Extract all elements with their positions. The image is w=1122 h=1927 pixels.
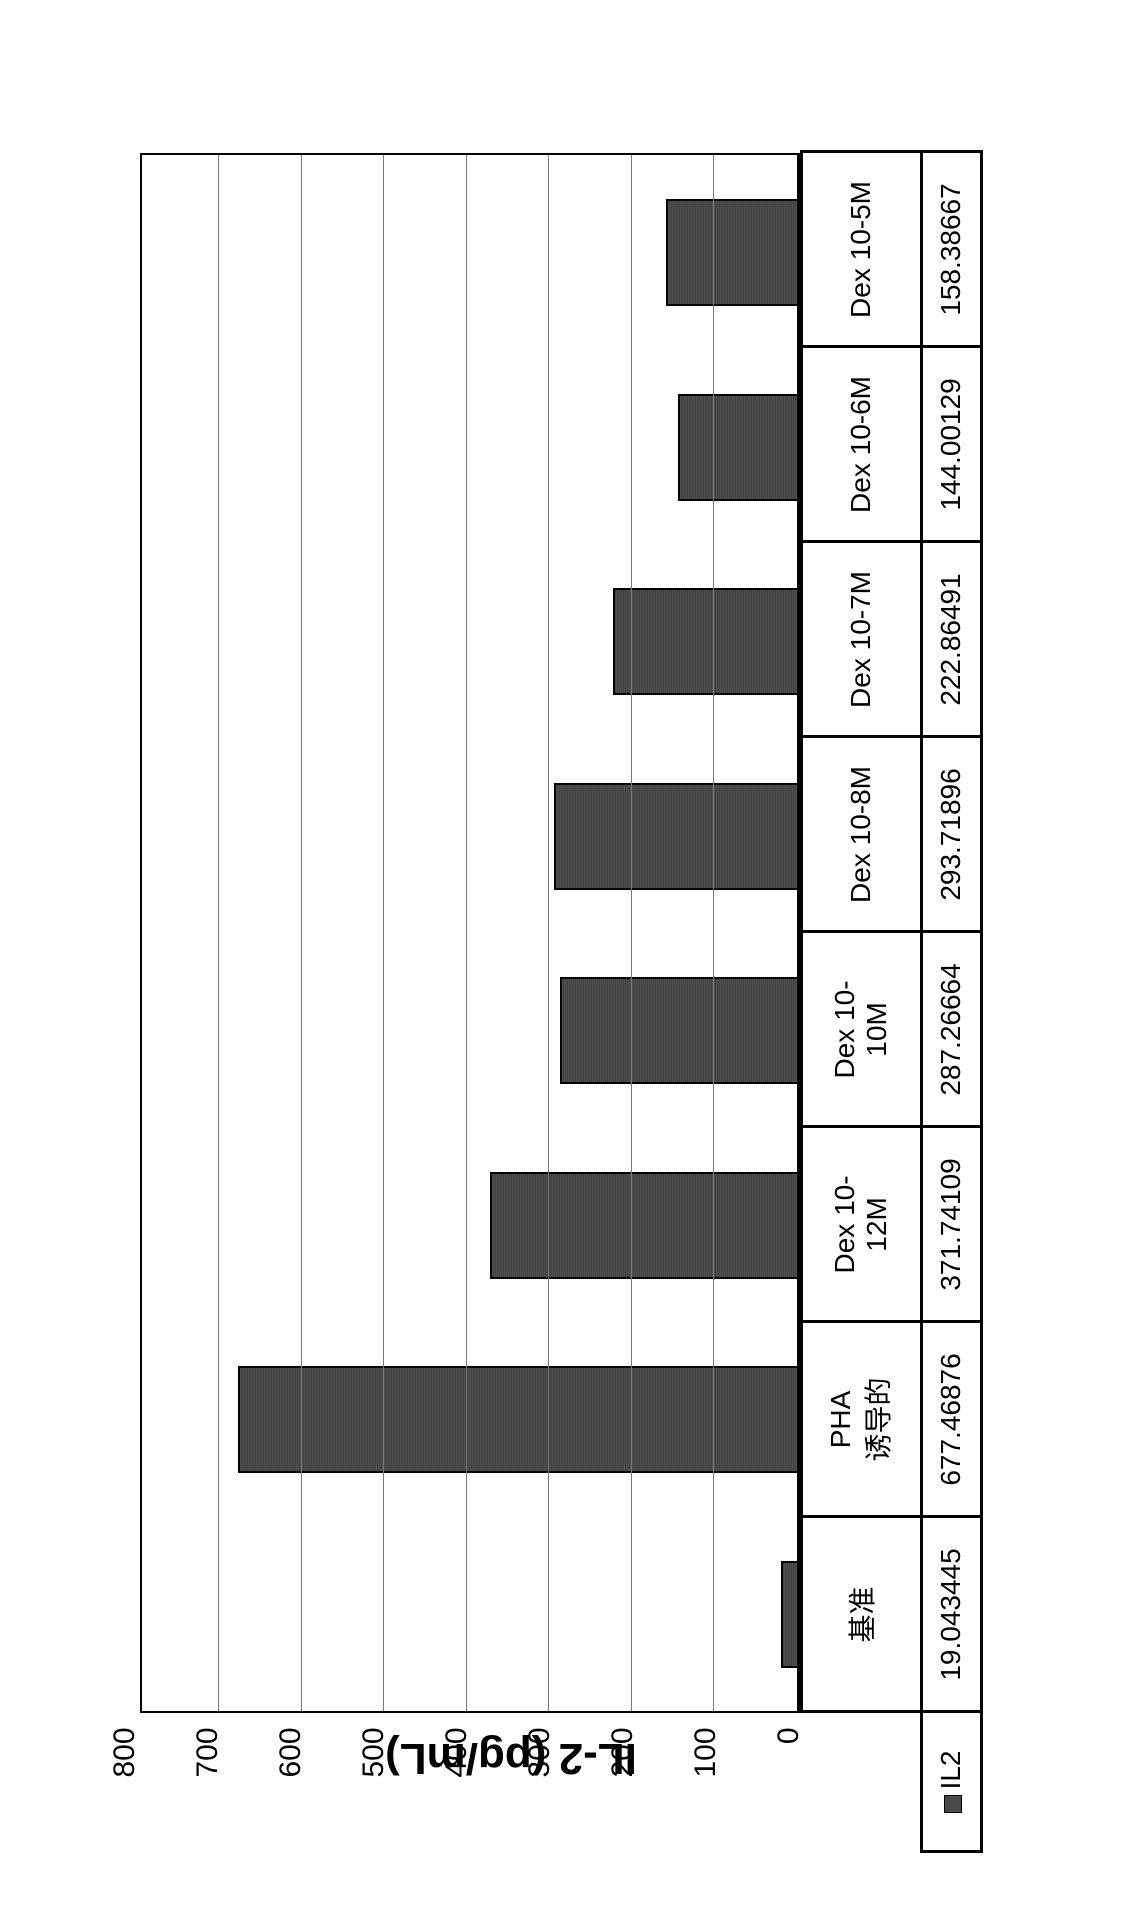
bar bbox=[613, 588, 797, 695]
bar-slot bbox=[142, 349, 797, 544]
value-cell: 287.26664 bbox=[921, 931, 981, 1126]
category-label: Dex 10-5M bbox=[801, 151, 921, 346]
value-cell: 293.71896 bbox=[921, 736, 981, 931]
category-label: Dex 10-12M bbox=[801, 1126, 921, 1321]
value-cell: 158.38667 bbox=[921, 151, 981, 346]
rotated-figure: IL-2 (pg/mL) 8007006005004003002001000 基… bbox=[61, 64, 1061, 1864]
value-cell: 222.86491 bbox=[921, 541, 981, 736]
legend-cell: IL2 bbox=[921, 1711, 981, 1851]
category-label: PHA诱导的 bbox=[801, 1321, 921, 1516]
bar bbox=[678, 393, 797, 500]
y-axis-ticks: 8007006005004003002001000 bbox=[140, 1713, 804, 1777]
category-label: Dex 10-7M bbox=[801, 541, 921, 736]
bar-slot bbox=[142, 933, 797, 1128]
bar bbox=[781, 1560, 797, 1667]
category-label: Dex 10-10M bbox=[801, 931, 921, 1126]
bar-slot bbox=[142, 1516, 797, 1711]
bar bbox=[238, 1366, 797, 1473]
value-cell: 144.00129 bbox=[921, 346, 981, 541]
value-cell: 19.043445 bbox=[921, 1516, 981, 1711]
bar-slot bbox=[142, 155, 797, 350]
bar bbox=[666, 199, 797, 306]
legend-label: IL2 bbox=[935, 1750, 966, 1789]
category-label: 基准 bbox=[801, 1516, 921, 1711]
bar-slot bbox=[142, 738, 797, 933]
value-cell: 677.46876 bbox=[921, 1321, 981, 1516]
bar bbox=[560, 977, 797, 1084]
data-table: 基准PHA诱导的Dex 10-12MDex 10-10MDex 10-8MDex… bbox=[800, 150, 983, 1853]
table-corner bbox=[801, 1711, 921, 1851]
bar-slot bbox=[142, 1322, 797, 1517]
bar bbox=[554, 782, 796, 889]
chart-outer: 8007006005004003002001000 基准PHA诱导的Dex 10… bbox=[140, 150, 983, 1777]
value-cell: 371.74109 bbox=[921, 1126, 981, 1321]
bars-container bbox=[142, 155, 797, 1711]
legend-swatch bbox=[944, 1795, 962, 1813]
plot-area bbox=[140, 153, 800, 1713]
category-label: Dex 10-6M bbox=[801, 346, 921, 541]
category-label: Dex 10-8M bbox=[801, 736, 921, 931]
bar-slot bbox=[142, 1127, 797, 1322]
plot-and-table: 基准PHA诱导的Dex 10-12MDex 10-10MDex 10-8MDex… bbox=[140, 150, 983, 1713]
bar bbox=[490, 1171, 797, 1278]
bar-slot bbox=[142, 544, 797, 739]
